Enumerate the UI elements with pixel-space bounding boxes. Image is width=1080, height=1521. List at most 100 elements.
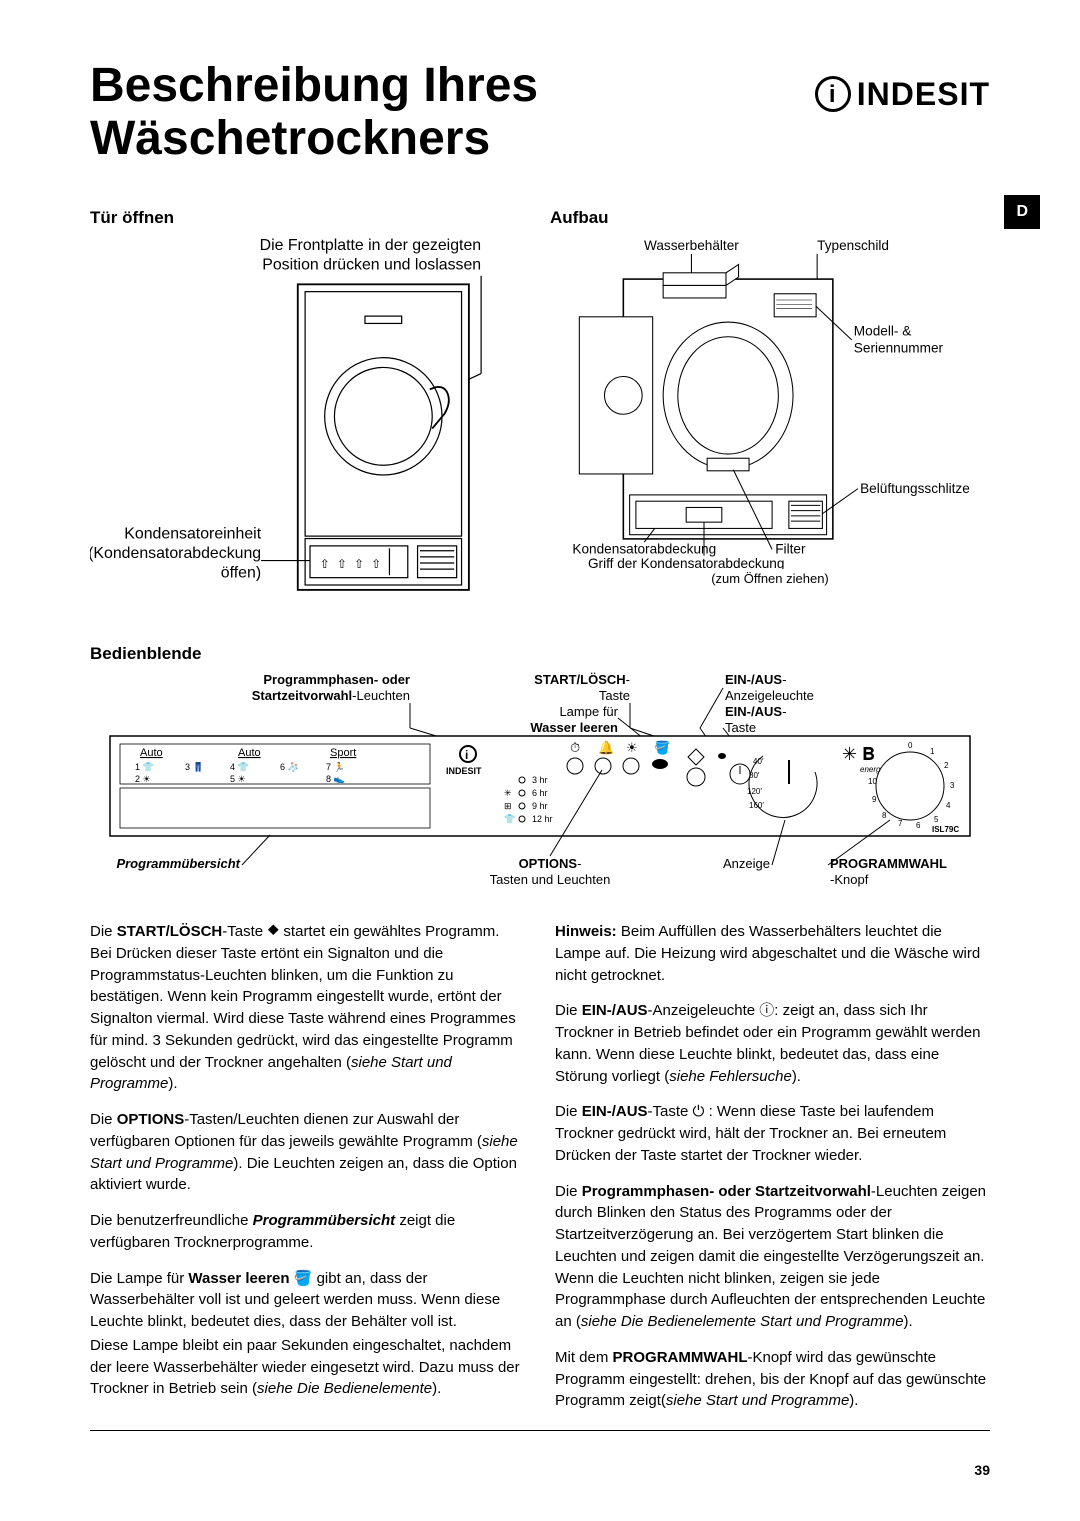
svg-text:Auto: Auto (140, 747, 163, 759)
svg-text:1 👕: 1 👕 (135, 762, 154, 772)
svg-text:Taste: Taste (599, 688, 630, 703)
svg-text:Tasten und Leuchten: Tasten und Leuchten (490, 872, 611, 887)
svg-text:4 👕: 4 👕 (230, 762, 249, 772)
p-hinweis: Hinweis: Beim Auffüllen des Wasserbehält… (555, 921, 990, 986)
brand-name: INDESIT (857, 72, 990, 117)
svg-text:Filter: Filter (775, 542, 806, 557)
svg-text:Wasserbehälter: Wasserbehälter (644, 238, 739, 253)
svg-text:(Kondensatorabdeckung: (Kondensatorabdeckung (90, 546, 261, 563)
handle-sub-caption: (zum Öffnen ziehen) (550, 570, 990, 588)
page-number: 39 (90, 1461, 990, 1481)
svg-text:6: 6 (916, 821, 921, 830)
svg-text:Position drücken und loslassen: Position drücken und loslassen (262, 257, 481, 274)
svg-text:⇧: ⇧ (354, 557, 364, 571)
svg-text:Taste: Taste (725, 720, 756, 735)
language-tab: D (1004, 195, 1040, 229)
svg-text:START/LÖSCH-: START/LÖSCH- (534, 672, 630, 687)
svg-text:8: 8 (882, 811, 887, 820)
svg-text:öffen): öffen) (221, 565, 261, 582)
structure-diagram-column: Aufbau Wasserbehälter Typenschild (550, 206, 990, 632)
body-text: Die START/LÖSCH-Taste ⯁ startet ein gewä… (90, 921, 990, 1426)
page-header: Beschreibung Ihres Wäschetrockners i IND… (90, 60, 990, 206)
svg-text:Kondensatoreinheit: Kondensatoreinheit (124, 526, 261, 543)
body-col-left: Die START/LÖSCH-Taste ⯁ startet ein gewä… (90, 921, 525, 1426)
brand-logo: i INDESIT (815, 60, 990, 117)
svg-text:PROGRAMMWAHL: PROGRAMMWAHL (830, 856, 947, 871)
svg-text:Programmübersicht: Programmübersicht (116, 856, 240, 871)
svg-text:Kondensatorabdeckung: Kondensatorabdeckung (572, 542, 716, 557)
svg-text:8 👟: 8 👟 (326, 774, 345, 785)
svg-text:✳ 𝐁: ✳ 𝐁 (842, 744, 875, 764)
svg-text:Anzeige: Anzeige (723, 856, 770, 871)
svg-text:Griff der Kondensatorabdeckung: Griff der Kondensatorabdeckung (588, 557, 784, 569)
svg-text:EIN-/AUS-: EIN-/AUS- (725, 704, 786, 719)
panel-heading: Bedienblende (90, 642, 990, 666)
svg-text:2: 2 (944, 761, 949, 770)
p-options: Die OPTIONS-Tasten/Leuchten dienen zur A… (90, 1109, 525, 1196)
door-heading: Tür öffnen (90, 206, 530, 230)
p-prog-knob: Mit dem PROGRAMMWAHL-Knopf wird das gewü… (555, 1347, 990, 1412)
panel-section: Bedienblende Programmphasen- oder Startz… (90, 642, 990, 907)
door-diagram-column: Tür öffnen Die Frontplatte in der gezeig… (90, 206, 530, 632)
svg-text:6 🧦: 6 🧦 (280, 761, 299, 773)
svg-text:7: 7 (898, 819, 903, 828)
svg-text:Belüftungsschlitze: Belüftungsschlitze (860, 481, 970, 496)
svg-text:Sport: Sport (330, 747, 356, 759)
svg-text:5: 5 (934, 815, 939, 824)
p-phase-lights: Die Programmphasen- oder Startzeitvorwah… (555, 1181, 990, 1333)
svg-text:⊞: ⊞ (504, 801, 512, 811)
svg-text:1: 1 (930, 747, 935, 756)
svg-text:Modell- &: Modell- & (854, 324, 911, 339)
svg-text:6 hr: 6 hr (532, 788, 548, 798)
structure-heading: Aufbau (550, 206, 990, 230)
svg-text:✳: ✳ (504, 788, 512, 798)
diagrams-row: Tür öffnen Die Frontplatte in der gezeig… (90, 206, 990, 632)
footer-rule (90, 1430, 990, 1431)
svg-text:2 ☀: 2 ☀ (135, 774, 151, 784)
svg-text:3 hr: 3 hr (532, 775, 548, 785)
structure-diagram: Wasserbehälter Typenschild (550, 233, 990, 568)
svg-text:⇧: ⇧ (337, 557, 347, 571)
svg-text:⏱: ⏱ (570, 740, 580, 755)
control-panel-diagram: Programmphasen- oder Startzeitvorwahl-Le… (90, 670, 990, 900)
svg-text:Die Frontplatte in der gezeigt: Die Frontplatte in der gezeigten (260, 238, 481, 255)
svg-text:INDESIT: INDESIT (446, 766, 482, 776)
door-diagram: Die Frontplatte in der gezeigten Positio… (90, 233, 530, 624)
svg-text:Startzeitvorwahl-Leuchten: Startzeitvorwahl-Leuchten (252, 688, 410, 703)
svg-text:7 🏃: 7 🏃 (326, 761, 345, 772)
svg-text:ISL79C: ISL79C (932, 825, 959, 834)
p-onoff-light: Die EIN-/AUS-Anzeigeleuchte ⓘ: zeigt an,… (555, 1000, 990, 1087)
svg-text:i: i (465, 748, 468, 762)
p-water-lamp: Die Lampe für Wasser leeren 🪣 gibt an, d… (90, 1268, 525, 1333)
svg-text:3: 3 (950, 781, 955, 790)
page-title: Beschreibung Ihres Wäschetrockners (90, 60, 815, 166)
svg-text:⇧: ⇧ (320, 557, 330, 571)
svg-text:12 hr: 12 hr (532, 814, 553, 824)
svg-text:9: 9 (872, 795, 877, 804)
svg-text:Auto: Auto (238, 747, 261, 759)
svg-text:👕: 👕 (504, 814, 515, 824)
svg-text:Lampe für: Lampe für (559, 704, 618, 719)
svg-text:⇧: ⇧ (371, 557, 381, 571)
svg-text:Anzeigeleuchte: Anzeigeleuchte (725, 688, 814, 703)
svg-text:Programmphasen- oder: Programmphasen- oder (263, 672, 410, 687)
svg-text:Seriennummer: Seriennummer (854, 341, 944, 356)
svg-text:-Knopf: -Knopf (830, 872, 869, 887)
svg-text:Typenschild: Typenschild (817, 238, 889, 253)
svg-text:☀: ☀ (626, 740, 638, 755)
svg-text:🔔: 🔔 (598, 740, 614, 755)
body-col-right: Hinweis: Beim Auffüllen des Wasserbehält… (555, 921, 990, 1426)
svg-text:🪣: 🪣 (654, 740, 670, 755)
svg-text:5 ☀: 5 ☀ (230, 774, 246, 784)
svg-text:0: 0 (908, 741, 913, 750)
svg-text:4: 4 (946, 801, 951, 810)
svg-text:OPTIONS-: OPTIONS- (519, 856, 582, 871)
p-water-lamp-2: Diese Lampe bleibt ein paar Sekunden ein… (90, 1335, 525, 1400)
p-prog-guide: Die benutzerfreundliche Programmübersich… (90, 1210, 525, 1254)
svg-text:10: 10 (868, 777, 877, 786)
p-start-clear: Die START/LÖSCH-Taste ⯁ startet ein gewä… (90, 921, 525, 1095)
p-onoff-btn: Die EIN-/AUS-Taste ⏻ : Wenn diese Taste … (555, 1101, 990, 1166)
svg-text:9 hr: 9 hr (532, 801, 548, 811)
svg-text:Wasser leeren: Wasser leeren (530, 720, 618, 735)
logo-icon: i (815, 76, 851, 112)
